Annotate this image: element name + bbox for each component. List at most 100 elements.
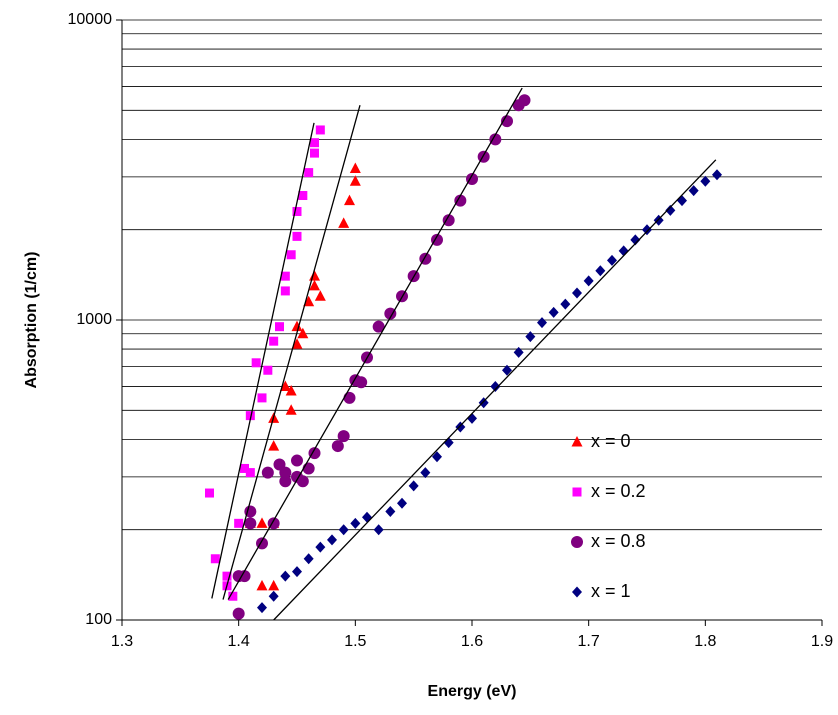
point: [343, 391, 356, 404]
point: [548, 306, 559, 318]
point: [700, 175, 711, 187]
point: [408, 480, 419, 492]
x-tick-label: 1.4: [228, 633, 250, 650]
point: [595, 265, 606, 277]
point: [257, 393, 267, 403]
point: [261, 466, 274, 479]
x-axis-title: Energy (eV): [428, 683, 517, 700]
point: [630, 234, 641, 246]
point: [245, 411, 255, 421]
point: [454, 194, 467, 207]
point: [308, 447, 321, 460]
point: [349, 175, 361, 186]
point: [350, 517, 361, 529]
point: [315, 125, 325, 135]
point: [315, 541, 326, 553]
y-tick-label: 1000: [76, 311, 112, 328]
point: [238, 570, 251, 583]
point: [560, 298, 571, 310]
legend-label: x = 1: [591, 581, 631, 601]
point: [280, 570, 291, 582]
point: [279, 380, 291, 392]
point: [525, 331, 536, 343]
point: [291, 338, 303, 349]
point: [583, 275, 594, 287]
point: [677, 195, 687, 207]
legend-label: x = 0.2: [591, 481, 646, 501]
point: [256, 579, 268, 591]
point: [309, 279, 320, 291]
point: [490, 381, 501, 393]
point: [310, 138, 319, 148]
point: [302, 462, 315, 475]
point: [303, 553, 314, 565]
x-tick-label: 1.6: [461, 633, 483, 650]
point: [263, 365, 273, 375]
point: [232, 607, 245, 620]
point: [291, 454, 303, 467]
point: [228, 591, 238, 601]
point: [712, 169, 722, 181]
point: [291, 320, 303, 332]
point: [244, 517, 257, 530]
point: [257, 602, 267, 614]
point: [210, 554, 220, 564]
point: [297, 327, 309, 339]
point: [501, 115, 513, 128]
point: [268, 440, 280, 451]
point: [256, 517, 268, 528]
point: [338, 217, 350, 228]
point: [513, 346, 524, 358]
point: [280, 286, 290, 296]
legend-label: x = 0.8: [591, 531, 646, 551]
y-axis-title: Absorption (1/cm): [23, 252, 40, 389]
point: [478, 397, 489, 409]
point: [292, 566, 302, 578]
point: [245, 468, 255, 478]
x-tick-label: 1.7: [578, 633, 600, 650]
legend-marker: [571, 436, 583, 447]
point: [251, 358, 261, 368]
point: [466, 173, 478, 186]
point: [296, 475, 309, 488]
point: [244, 505, 257, 518]
x-tick-label: 1.3: [111, 633, 133, 650]
x-tick-label: 1.5: [344, 633, 366, 650]
point: [489, 133, 502, 146]
point: [234, 518, 244, 528]
point: [572, 287, 582, 299]
fit-line: [227, 87, 523, 600]
point: [303, 295, 315, 307]
y-tick-label: 10000: [68, 11, 113, 28]
point: [420, 467, 431, 479]
point: [618, 245, 629, 257]
point: [314, 290, 326, 301]
legend-marker: [572, 487, 582, 497]
point: [477, 150, 490, 163]
point: [384, 307, 397, 320]
point: [467, 412, 477, 424]
point: [285, 384, 297, 396]
point: [268, 590, 279, 602]
point: [279, 466, 292, 479]
point: [455, 421, 466, 433]
point: [268, 579, 280, 591]
fit-line: [222, 105, 361, 600]
point: [275, 322, 284, 332]
legend: x = 0 x = 0.2 x = 0.8 x = 1: [571, 431, 646, 601]
fit-line: [273, 159, 717, 621]
legend-label: x = 0: [591, 431, 631, 451]
point: [298, 191, 308, 201]
point: [304, 168, 314, 178]
legend-marker: [572, 586, 582, 598]
point: [502, 364, 512, 376]
point: [292, 206, 302, 216]
y-tick-label: 100: [85, 611, 112, 628]
point: [310, 148, 319, 158]
point: [385, 505, 396, 517]
point: [331, 440, 344, 453]
point: [285, 404, 297, 415]
point: [355, 376, 368, 389]
point: [344, 194, 355, 206]
point: [280, 271, 290, 281]
